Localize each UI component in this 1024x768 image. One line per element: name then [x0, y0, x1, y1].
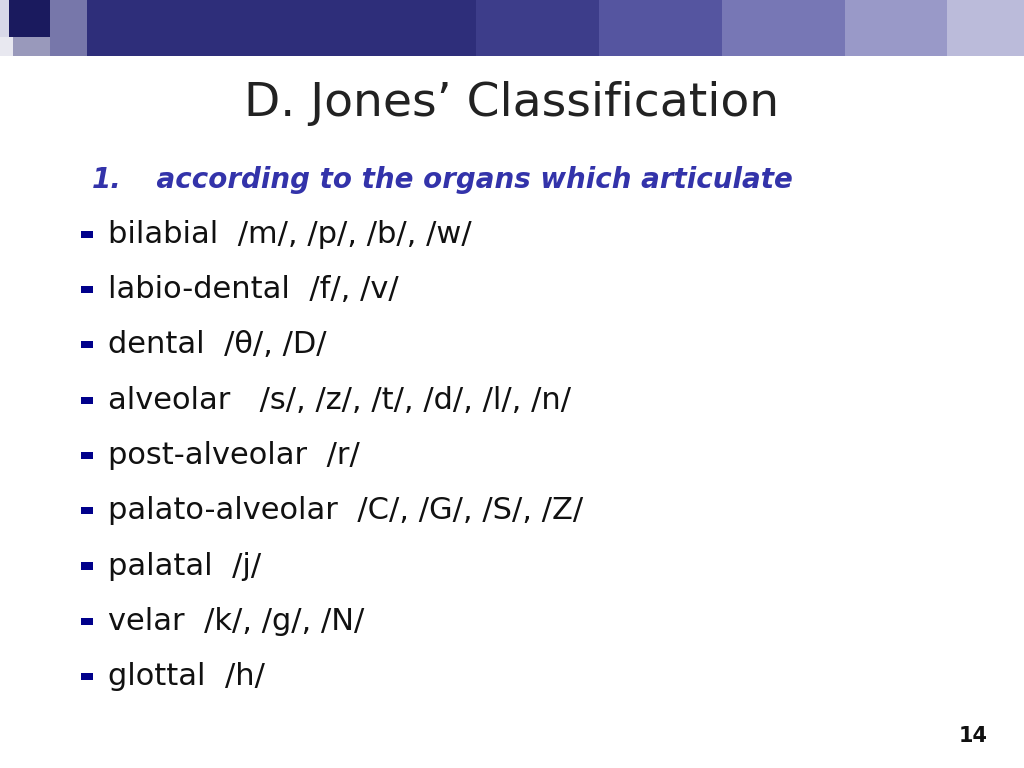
- Text: dental  /θ/, /D/: dental /θ/, /D/: [108, 330, 326, 359]
- Bar: [50, 0, 87, 56]
- Bar: [0, 0, 13, 37]
- Bar: [947, 0, 1024, 56]
- Text: palatal  /j/: palatal /j/: [108, 551, 261, 581]
- Bar: [599, 0, 722, 56]
- Text: D. Jones’ Classification: D. Jones’ Classification: [245, 81, 779, 126]
- Bar: [81, 507, 93, 515]
- Text: alveolar   /s/, /z/, /t/, /d/, /l/, /n/: alveolar /s/, /z/, /t/, /d/, /l/, /n/: [108, 386, 570, 415]
- Text: bilabial  /m/, /p/, /b/, /w/: bilabial /m/, /p/, /b/, /w/: [108, 220, 471, 249]
- Bar: [81, 230, 93, 238]
- Bar: [722, 0, 845, 56]
- Text: post-alveolar  /r/: post-alveolar /r/: [108, 441, 359, 470]
- Bar: [87, 0, 476, 56]
- Text: 1.: 1.: [92, 167, 122, 194]
- Bar: [81, 673, 93, 680]
- Bar: [81, 341, 93, 349]
- Text: glottal  /h/: glottal /h/: [108, 662, 264, 691]
- Text: 14: 14: [959, 727, 988, 746]
- Bar: [81, 617, 93, 625]
- Bar: [476, 0, 599, 56]
- Bar: [81, 396, 93, 404]
- Bar: [0, 37, 13, 56]
- Bar: [81, 452, 93, 459]
- Bar: [845, 0, 947, 56]
- Bar: [13, 0, 50, 37]
- Text: velar  /k/, /g/, /N/: velar /k/, /g/, /N/: [108, 607, 364, 636]
- Text: palato-alveolar  /C/, /G/, /S/, /Z/: palato-alveolar /C/, /G/, /S/, /Z/: [108, 496, 583, 525]
- Text: labio-dental  /f/, /v/: labio-dental /f/, /v/: [108, 275, 398, 304]
- Bar: [9, 0, 48, 37]
- Bar: [9, 0, 50, 37]
- Bar: [13, 37, 50, 56]
- Text: according to the organs which articulate: according to the organs which articulate: [118, 167, 793, 194]
- Bar: [81, 286, 93, 293]
- Bar: [81, 562, 93, 570]
